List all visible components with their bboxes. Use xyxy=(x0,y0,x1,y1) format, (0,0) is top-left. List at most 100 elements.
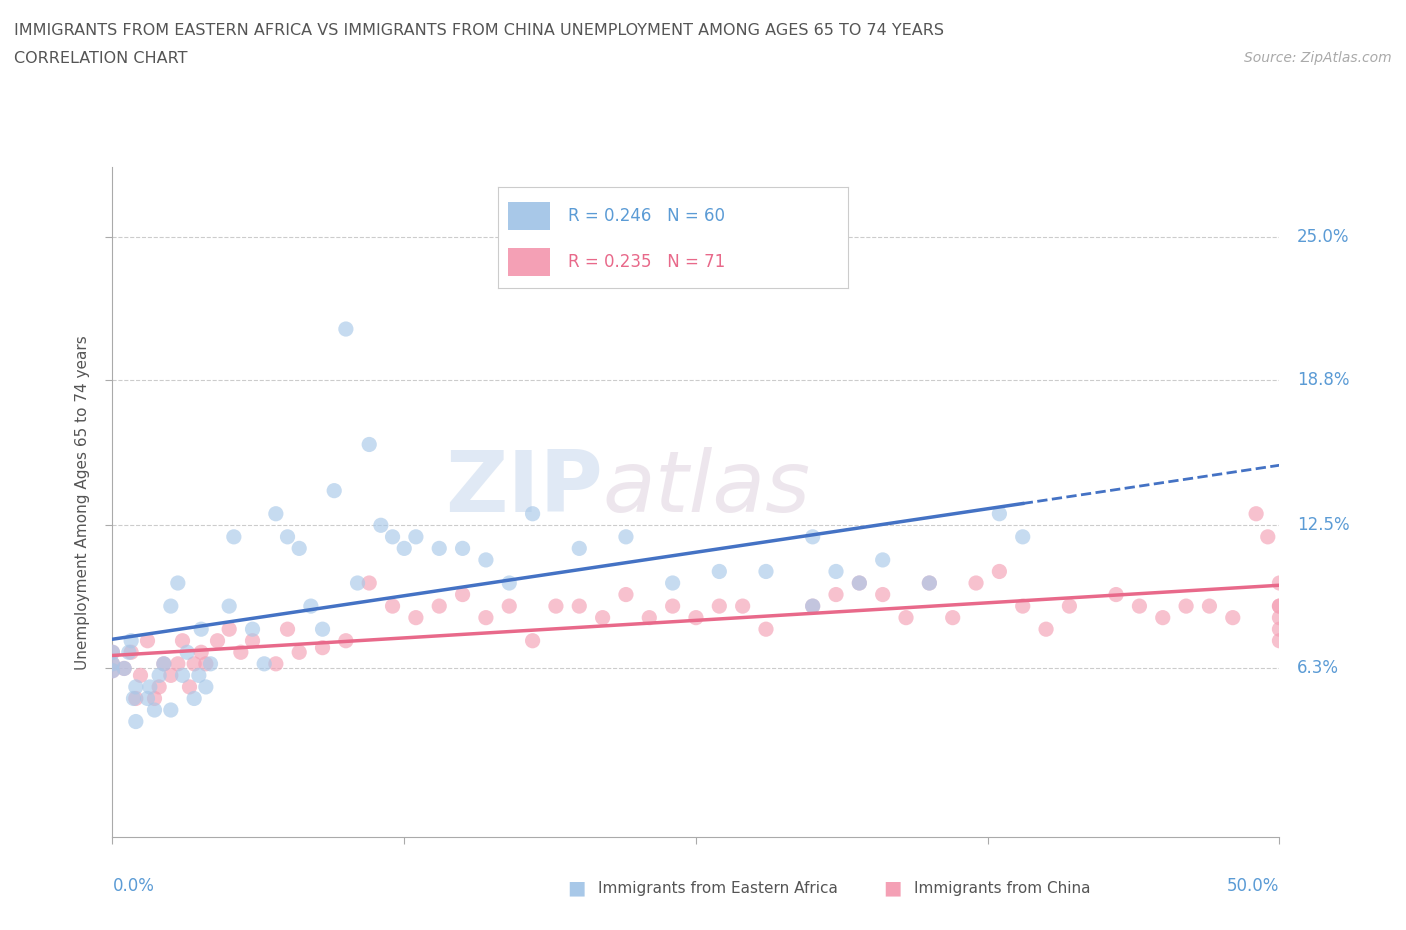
Point xyxy=(359,437,381,452)
Text: 6.3%: 6.3% xyxy=(1296,659,1339,677)
Point xyxy=(592,610,614,625)
Point xyxy=(988,506,1011,521)
Point xyxy=(253,657,276,671)
Point xyxy=(125,680,148,695)
Point xyxy=(614,529,637,544)
Point xyxy=(183,691,205,706)
Point xyxy=(207,633,229,648)
Y-axis label: Unemployment Among Ages 65 to 74 years: Unemployment Among Ages 65 to 74 years xyxy=(75,335,90,670)
Point xyxy=(1152,610,1174,625)
Point xyxy=(405,529,427,544)
Point xyxy=(392,541,416,556)
Point xyxy=(918,576,941,591)
Text: 50.0%: 50.0% xyxy=(1227,877,1279,896)
Point xyxy=(172,633,194,648)
Point xyxy=(451,541,474,556)
Point xyxy=(101,663,124,678)
Point xyxy=(825,564,848,578)
Point xyxy=(755,564,778,578)
Point xyxy=(166,576,188,591)
Point xyxy=(1244,506,1267,521)
Point xyxy=(1268,576,1291,591)
Point xyxy=(276,529,298,544)
Point xyxy=(801,529,824,544)
Point xyxy=(323,484,346,498)
Point xyxy=(190,644,212,659)
Text: atlas: atlas xyxy=(603,447,811,530)
Point xyxy=(1105,587,1128,602)
Text: Source: ZipAtlas.com: Source: ZipAtlas.com xyxy=(1244,51,1392,65)
Point xyxy=(709,599,731,614)
Point xyxy=(1222,610,1244,625)
Point xyxy=(1011,599,1033,614)
Point xyxy=(242,633,264,648)
Point xyxy=(918,576,941,591)
Point xyxy=(101,644,124,659)
Point xyxy=(872,552,894,567)
Point xyxy=(160,702,183,717)
Point xyxy=(965,576,987,591)
Point xyxy=(755,622,778,637)
Point xyxy=(218,599,240,614)
Point xyxy=(405,610,427,625)
Point xyxy=(125,714,148,729)
Point xyxy=(475,610,498,625)
Point xyxy=(229,644,252,659)
Point xyxy=(1268,610,1291,625)
Point xyxy=(522,506,544,521)
Point xyxy=(264,657,287,671)
Point xyxy=(311,640,333,655)
Point xyxy=(101,663,124,678)
Point xyxy=(194,680,217,695)
Point xyxy=(200,657,222,671)
Text: CORRELATION CHART: CORRELATION CHART xyxy=(14,51,187,66)
Point xyxy=(153,657,176,671)
Text: Immigrants from Eastern Africa: Immigrants from Eastern Africa xyxy=(598,881,838,896)
Point xyxy=(335,633,357,648)
Point xyxy=(148,668,170,683)
Point xyxy=(129,668,152,683)
Text: ZIP: ZIP xyxy=(444,447,603,530)
Point xyxy=(288,541,311,556)
Point xyxy=(160,599,183,614)
Point xyxy=(848,576,870,591)
Point xyxy=(153,657,176,671)
Text: Immigrants from China: Immigrants from China xyxy=(914,881,1091,896)
Point xyxy=(112,661,135,676)
Text: 12.5%: 12.5% xyxy=(1296,516,1350,535)
Point xyxy=(638,610,661,625)
Point xyxy=(475,552,498,567)
Point xyxy=(148,680,170,695)
Point xyxy=(1059,599,1081,614)
Point xyxy=(381,529,404,544)
Point xyxy=(222,529,245,544)
Point xyxy=(218,622,240,637)
Point xyxy=(370,518,392,533)
Point xyxy=(276,622,298,637)
Point xyxy=(299,599,322,614)
Point xyxy=(242,622,264,637)
Point xyxy=(731,599,754,614)
Point xyxy=(381,599,404,614)
Text: 25.0%: 25.0% xyxy=(1296,228,1350,246)
Point xyxy=(427,541,450,556)
Point xyxy=(1268,633,1291,648)
Point xyxy=(335,322,357,337)
Point xyxy=(1257,529,1279,544)
Point xyxy=(1268,599,1291,614)
Point xyxy=(685,610,707,625)
Point xyxy=(1128,599,1150,614)
Point xyxy=(942,610,965,625)
Point xyxy=(194,657,217,671)
Point xyxy=(179,680,201,695)
Point xyxy=(498,599,520,614)
Point xyxy=(568,599,591,614)
Point xyxy=(101,657,124,671)
Point xyxy=(522,633,544,648)
Point xyxy=(988,564,1011,578)
Point xyxy=(122,691,145,706)
Point xyxy=(143,702,166,717)
Point xyxy=(1198,599,1220,614)
Point xyxy=(568,541,591,556)
Point xyxy=(187,668,209,683)
